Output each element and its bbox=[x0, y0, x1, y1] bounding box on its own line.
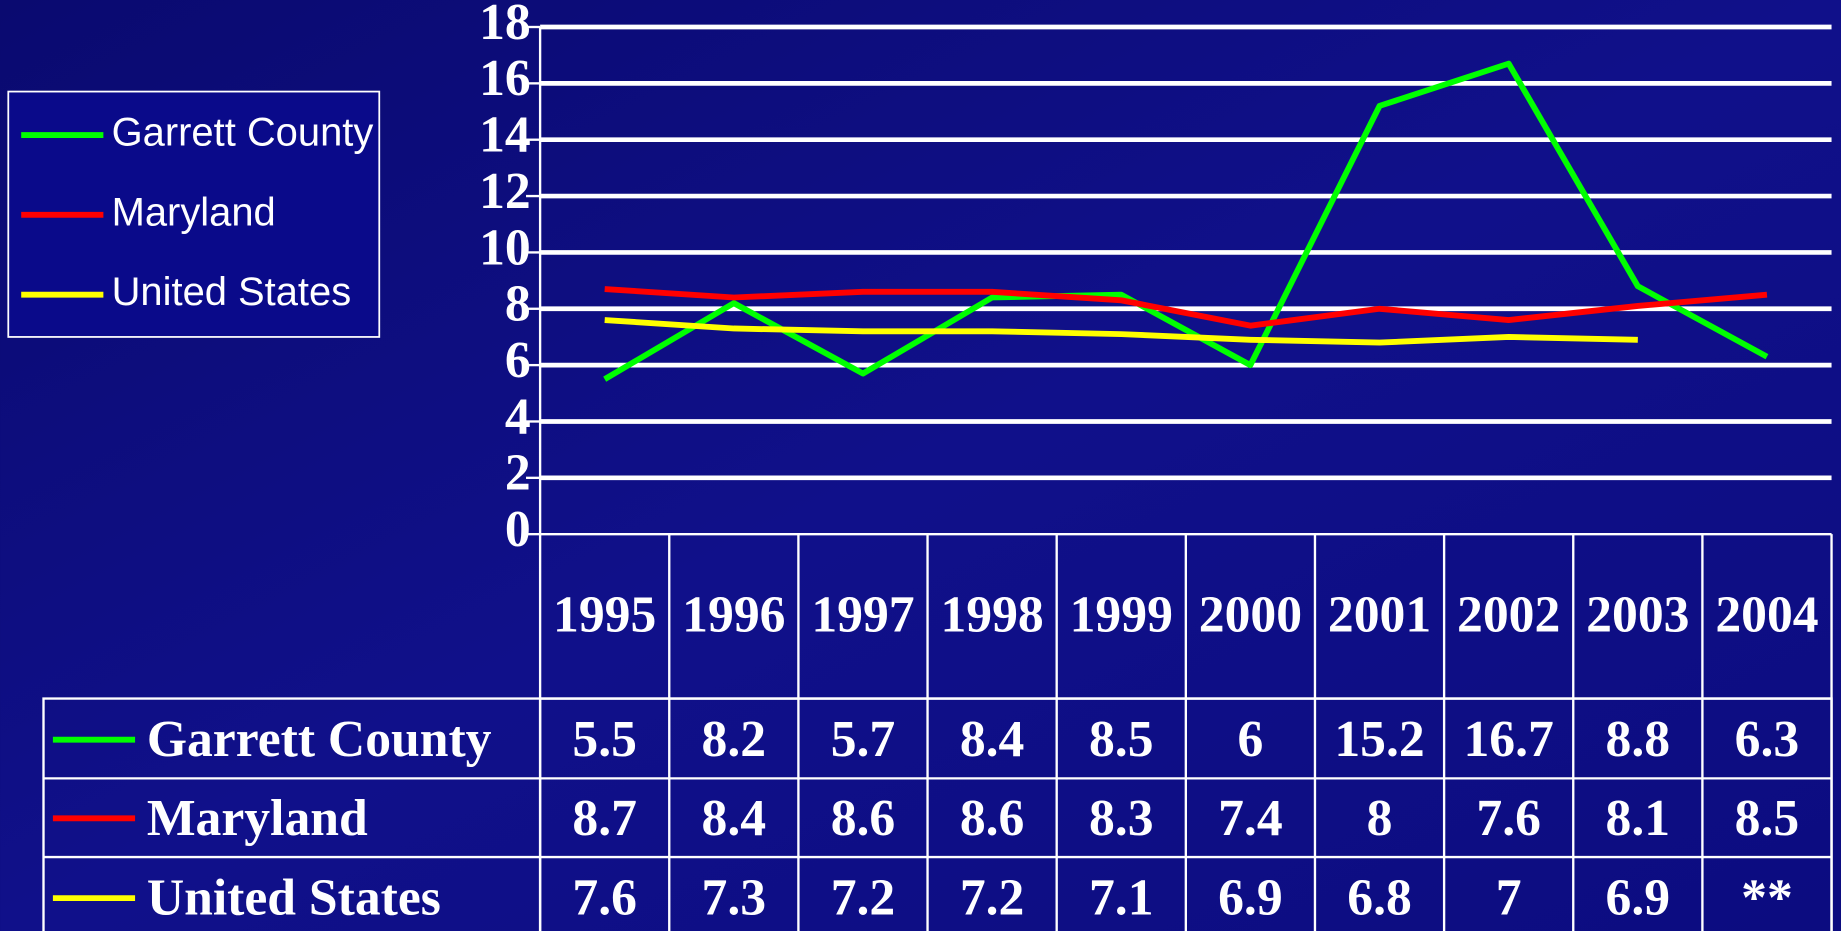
table-cell: 5.7 bbox=[831, 711, 896, 768]
x-tick-label: 1995 bbox=[553, 587, 656, 644]
table-cell: 6.3 bbox=[1735, 711, 1800, 768]
y-tick-label: 18 bbox=[479, 0, 531, 51]
series-line bbox=[604, 286, 1768, 329]
table-cell: 15.2 bbox=[1334, 711, 1424, 768]
table-cell: 5.5 bbox=[572, 711, 637, 768]
table-cell: 7.2 bbox=[831, 870, 896, 927]
table-cell: 7.3 bbox=[702, 870, 767, 927]
x-tick-label: 2003 bbox=[1586, 587, 1689, 644]
table-cell: 7.6 bbox=[572, 870, 637, 927]
series-line bbox=[603, 60, 1769, 382]
table-cell: 8.8 bbox=[1606, 711, 1671, 768]
table-row-label: United States bbox=[147, 870, 441, 927]
y-tick-label: 10 bbox=[479, 219, 531, 276]
table-cell: 7 bbox=[1496, 870, 1522, 927]
table-cell: 8.4 bbox=[702, 790, 767, 847]
legend-label: Garrett County bbox=[112, 111, 374, 155]
table-cell: 8.5 bbox=[1735, 790, 1800, 847]
table-cell: 8.6 bbox=[831, 790, 896, 847]
x-tick-label: 1997 bbox=[811, 587, 914, 644]
table-cell: 8 bbox=[1367, 790, 1393, 847]
table-cell: ** bbox=[1741, 870, 1793, 927]
y-tick-label: 14 bbox=[479, 107, 531, 164]
table-cell: 7.4 bbox=[1218, 790, 1283, 847]
table-cell: 7.6 bbox=[1476, 790, 1541, 847]
table-cell: 7.1 bbox=[1089, 870, 1154, 927]
table-cell: 16.7 bbox=[1463, 711, 1553, 768]
y-tick-label: 6 bbox=[505, 332, 531, 389]
y-tick-label: 8 bbox=[505, 276, 531, 333]
x-tick-label: 2001 bbox=[1328, 587, 1431, 644]
y-tick-label: 2 bbox=[505, 445, 531, 502]
table-cell: 8.1 bbox=[1606, 790, 1671, 847]
table-row-label: Maryland bbox=[147, 790, 368, 847]
table-row-label: Garrett County bbox=[147, 711, 492, 768]
y-tick-label: 4 bbox=[505, 388, 531, 445]
table-cell: 8.4 bbox=[960, 711, 1025, 768]
x-tick-label: 2000 bbox=[1199, 587, 1302, 644]
table-cell: 8.6 bbox=[960, 790, 1025, 847]
table-cell: 7.2 bbox=[960, 870, 1025, 927]
table-cell: 8.7 bbox=[572, 790, 637, 847]
x-tick-label: 1998 bbox=[940, 587, 1043, 644]
table-cell: 6.8 bbox=[1347, 870, 1412, 927]
y-tick-label: 0 bbox=[505, 501, 531, 558]
x-tick-label: 1999 bbox=[1070, 587, 1173, 644]
table-cell: 6 bbox=[1237, 711, 1263, 768]
x-tick-label: 2004 bbox=[1715, 587, 1818, 644]
y-tick-label: 12 bbox=[479, 163, 531, 220]
legend-label: United States bbox=[112, 270, 352, 314]
table-cell: 8.2 bbox=[702, 711, 767, 768]
table-cell: 6.9 bbox=[1218, 870, 1283, 927]
series-line bbox=[604, 317, 1638, 346]
x-tick-label: 1996 bbox=[682, 587, 785, 644]
x-tick-label: 2002 bbox=[1457, 587, 1560, 644]
legend-label: Maryland bbox=[112, 190, 276, 234]
table-cell: 6.9 bbox=[1606, 870, 1671, 927]
table-cell: 8.3 bbox=[1089, 790, 1154, 847]
y-tick-label: 16 bbox=[479, 50, 531, 107]
table-cell: 8.5 bbox=[1089, 711, 1154, 768]
